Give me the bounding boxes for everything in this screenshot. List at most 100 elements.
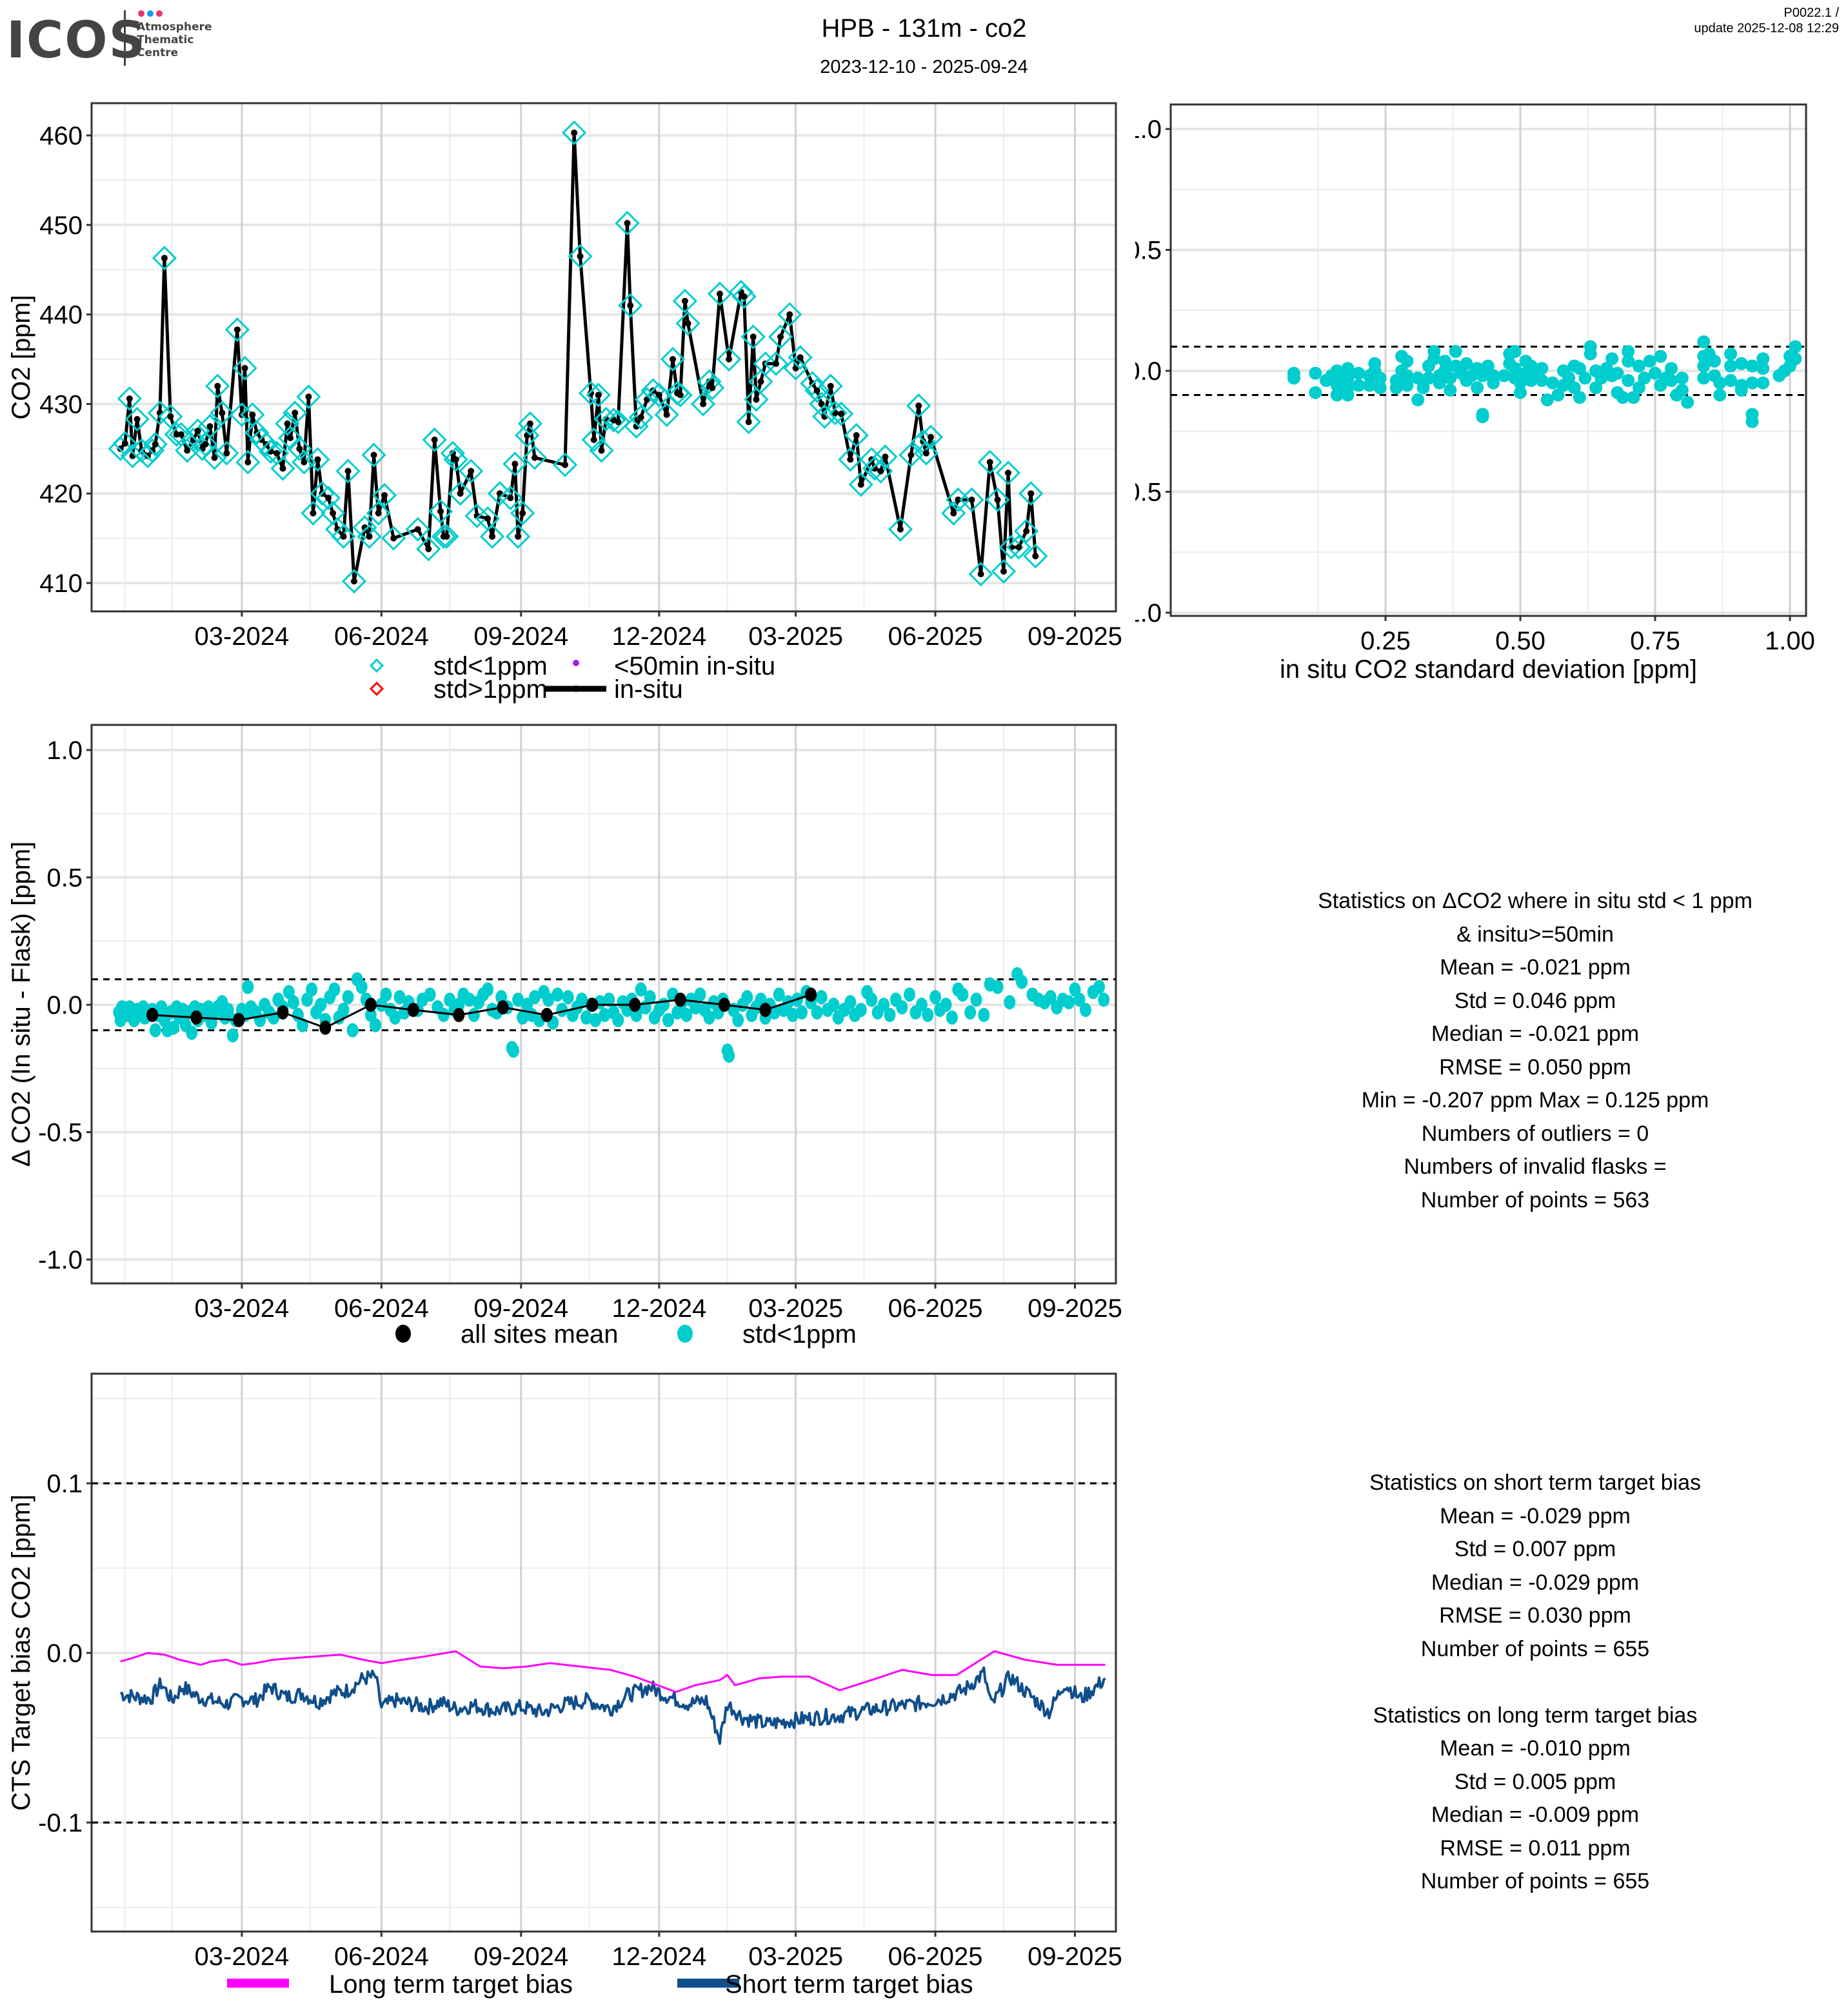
flask-diamond-marker xyxy=(668,382,693,408)
flask-diamond-marker xyxy=(258,439,283,464)
delta-y-tick-label: 0.5 xyxy=(46,864,83,893)
logo-dot-icon xyxy=(138,10,144,17)
flask-diamond-marker xyxy=(873,444,898,470)
flask-diamond-marker xyxy=(768,324,793,350)
flask-diamond-marker xyxy=(848,472,873,497)
scatter-point xyxy=(1449,345,1462,358)
in-situ-point xyxy=(986,459,993,466)
legend-navy-line-icon xyxy=(677,1979,739,1988)
short-bias-stat-line: Statistics on short term target bias xyxy=(1369,1470,1701,1495)
flask-diamond-marker xyxy=(448,481,473,506)
co2-y-tick-label: 460 xyxy=(39,122,83,150)
flask-diamond-marker xyxy=(628,405,653,430)
flask-diamond-marker xyxy=(660,346,686,372)
flask-delta-point xyxy=(1079,1002,1091,1017)
delta-vs-std-scatter-chart: 0.25 0.50 0.75 1.00 -1.0 -0.5 0.0 0.5 1.0 in situ… xyxy=(1135,103,1815,684)
flask-delta-point xyxy=(732,1013,744,1027)
delta-stat-line: & insitu>=50min xyxy=(1456,922,1614,947)
flask-delta-point xyxy=(815,990,828,1005)
flask-delta-point xyxy=(149,1023,161,1038)
in-situ-point xyxy=(431,436,438,443)
legend-label: std<1ppm xyxy=(433,652,548,680)
delta-statistics-panel: Statistics on ΔCO2 where in situ std < 1… xyxy=(1245,885,1825,1217)
in-situ-point xyxy=(314,456,321,463)
flask-delta-point xyxy=(556,1002,568,1017)
flask-diamond-marker xyxy=(800,371,825,396)
in-situ-point xyxy=(615,419,622,426)
in-situ-point xyxy=(350,578,357,585)
in-situ-point xyxy=(753,396,760,403)
flask-delta-point xyxy=(306,982,318,997)
scatter-point xyxy=(1352,379,1366,392)
in-situ-point xyxy=(519,509,526,517)
in-situ-point xyxy=(296,445,303,452)
flask-diamond-marker xyxy=(361,442,386,468)
flask-diamond-marker xyxy=(517,411,543,437)
flask-delta-point xyxy=(878,998,890,1012)
flask-delta-point xyxy=(855,1002,867,1017)
flask-delta-point xyxy=(380,987,392,1002)
flask-diamond-marker xyxy=(809,391,834,417)
short-term-bias-line xyxy=(119,1666,1106,1745)
all-sites-mean-point xyxy=(277,1005,289,1020)
in-situ-point xyxy=(301,459,308,466)
in-situ-point xyxy=(443,533,450,540)
delta-y-axis-label: Δ CO2 (In situ - Flask) [ppm] xyxy=(7,842,35,1167)
flask-diamond-marker xyxy=(999,535,1024,560)
delta-stat-line: Numbers of invalid flasks = xyxy=(1404,1154,1667,1179)
scatter-point xyxy=(1734,357,1748,370)
delta-x-tick-label: 06-2024 xyxy=(334,1294,429,1323)
in-situ-point xyxy=(955,496,962,503)
flask-delta-point xyxy=(811,1005,823,1020)
flask-diamond-marker xyxy=(440,440,466,466)
flask-diamond-marker xyxy=(164,422,189,447)
scatter-point xyxy=(1416,381,1430,395)
delta-x-tick-label: 09-2025 xyxy=(1028,1294,1122,1323)
legend-cyan-dot-icon xyxy=(677,1325,693,1343)
in-situ-point xyxy=(219,410,226,417)
scatter-point xyxy=(1713,376,1727,390)
flask-delta-point xyxy=(242,980,254,994)
flask-diamond-marker xyxy=(366,500,391,526)
stats-spacer xyxy=(1245,1666,1825,1699)
scatter-point xyxy=(1411,371,1425,385)
bias-x-tick-label: 03-2024 xyxy=(195,1943,290,1971)
delta-x-tick-label: 12-2024 xyxy=(611,1294,706,1323)
flask-diamond-marker xyxy=(1006,535,1031,560)
scatter-point xyxy=(1341,388,1355,402)
flask-delta-point xyxy=(922,1007,934,1022)
flask-diamond-marker xyxy=(1014,519,1039,544)
delta-stat-line: Min = -0.207 ppm Max = 0.125 ppm xyxy=(1361,1088,1709,1112)
in-situ-point xyxy=(161,255,168,262)
in-situ-point xyxy=(184,447,191,454)
in-situ-point xyxy=(1023,528,1030,535)
scatter-point xyxy=(1487,376,1500,390)
scatter-panel-border xyxy=(1169,103,1807,617)
in-situ-point xyxy=(273,450,281,457)
flask-delta-point xyxy=(612,1013,624,1027)
flask-delta-point xyxy=(1004,995,1016,1010)
scatter-y-tick-label: 0.0 xyxy=(1135,357,1162,386)
in-situ-line xyxy=(119,131,1037,583)
in-situ-point xyxy=(797,354,804,361)
bias-x-tick-label: 06-2024 xyxy=(334,1943,429,1971)
scatter-x-tick-label: 0.75 xyxy=(1630,627,1680,655)
delta-stat-line: Median = -0.021 ppm xyxy=(1431,1022,1640,1046)
in-situ-point xyxy=(977,571,984,578)
flask-delta-point xyxy=(580,1010,592,1025)
in-situ-point xyxy=(590,436,597,443)
flask-delta-point xyxy=(517,1010,529,1025)
in-situ-point xyxy=(897,526,904,533)
flask-diamond-marker xyxy=(214,440,239,466)
in-situ-point xyxy=(706,378,713,385)
flask-diamond-marker xyxy=(985,487,1010,513)
flask-diamond-marker xyxy=(416,537,441,562)
scatter-point xyxy=(1697,371,1711,385)
scatter-point xyxy=(1789,340,1802,353)
flask-delta-point xyxy=(690,1000,702,1014)
bias-y-axis-label: CTS Target bias CO2 [ppm] xyxy=(7,1494,35,1811)
scatter-point xyxy=(1724,347,1738,361)
legend-purple-dot-icon xyxy=(573,660,579,666)
scatter-point xyxy=(1535,362,1549,375)
flask-diamond-marker xyxy=(624,413,649,439)
